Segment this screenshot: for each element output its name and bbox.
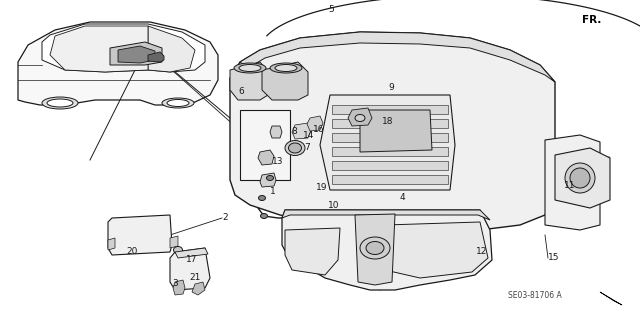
Ellipse shape — [565, 163, 595, 193]
Ellipse shape — [289, 143, 301, 153]
Polygon shape — [332, 161, 448, 170]
Ellipse shape — [173, 247, 182, 254]
Ellipse shape — [360, 237, 390, 259]
Text: 12: 12 — [476, 248, 488, 256]
Polygon shape — [260, 173, 276, 187]
Ellipse shape — [275, 64, 297, 71]
Polygon shape — [230, 62, 268, 100]
Text: 3: 3 — [172, 279, 178, 288]
Polygon shape — [320, 95, 455, 190]
Polygon shape — [555, 148, 610, 208]
Polygon shape — [258, 150, 274, 165]
Text: 18: 18 — [382, 117, 394, 127]
Ellipse shape — [167, 100, 189, 107]
Text: 21: 21 — [189, 273, 201, 283]
Text: 10: 10 — [328, 201, 339, 210]
Polygon shape — [307, 116, 323, 131]
Polygon shape — [173, 280, 185, 295]
Polygon shape — [270, 126, 282, 138]
Text: 4: 4 — [400, 194, 406, 203]
Ellipse shape — [162, 98, 194, 108]
Polygon shape — [148, 52, 164, 62]
Polygon shape — [385, 222, 488, 278]
Polygon shape — [332, 133, 448, 142]
Text: 7: 7 — [304, 144, 310, 152]
Polygon shape — [240, 110, 290, 180]
Text: 19: 19 — [316, 183, 328, 192]
Polygon shape — [262, 62, 308, 100]
Polygon shape — [282, 210, 492, 290]
Polygon shape — [170, 248, 210, 290]
Polygon shape — [148, 26, 195, 72]
Ellipse shape — [234, 63, 266, 73]
Polygon shape — [192, 282, 205, 295]
Ellipse shape — [47, 99, 73, 107]
Polygon shape — [282, 210, 490, 220]
Text: 14: 14 — [303, 130, 314, 139]
Text: 20: 20 — [126, 248, 138, 256]
Polygon shape — [332, 175, 448, 184]
Polygon shape — [360, 110, 432, 152]
Text: 15: 15 — [548, 254, 559, 263]
Polygon shape — [110, 42, 162, 65]
Text: 11: 11 — [564, 181, 575, 189]
Polygon shape — [332, 147, 448, 156]
Polygon shape — [355, 214, 395, 285]
Text: FR.: FR. — [582, 15, 602, 25]
Text: 6: 6 — [238, 87, 244, 97]
Text: 5: 5 — [328, 5, 333, 14]
Text: 1: 1 — [270, 188, 276, 197]
Ellipse shape — [260, 213, 268, 219]
Polygon shape — [118, 46, 155, 63]
Ellipse shape — [570, 168, 590, 188]
Polygon shape — [170, 236, 178, 248]
Text: 9: 9 — [388, 84, 394, 93]
Text: SE03-81706 A: SE03-81706 A — [508, 291, 562, 300]
Polygon shape — [332, 105, 448, 114]
Ellipse shape — [42, 97, 78, 109]
Polygon shape — [42, 24, 205, 72]
Ellipse shape — [239, 64, 261, 71]
Polygon shape — [285, 228, 340, 275]
Ellipse shape — [259, 196, 266, 201]
Ellipse shape — [266, 175, 273, 181]
Polygon shape — [332, 119, 448, 128]
Ellipse shape — [366, 241, 384, 255]
Polygon shape — [292, 123, 311, 139]
Polygon shape — [240, 32, 555, 82]
Ellipse shape — [353, 113, 367, 123]
Ellipse shape — [285, 140, 305, 155]
Ellipse shape — [270, 63, 302, 73]
Polygon shape — [50, 26, 148, 72]
Polygon shape — [230, 32, 555, 232]
Text: 17: 17 — [186, 256, 198, 264]
Text: 8: 8 — [291, 128, 297, 137]
Polygon shape — [600, 292, 622, 305]
Text: 2: 2 — [222, 213, 228, 222]
Polygon shape — [348, 108, 372, 126]
Ellipse shape — [355, 115, 365, 122]
Polygon shape — [108, 238, 115, 250]
Polygon shape — [18, 22, 218, 105]
Polygon shape — [108, 215, 172, 255]
Polygon shape — [175, 248, 208, 258]
Text: 13: 13 — [272, 158, 284, 167]
Polygon shape — [545, 135, 600, 230]
Text: 16: 16 — [313, 125, 324, 135]
